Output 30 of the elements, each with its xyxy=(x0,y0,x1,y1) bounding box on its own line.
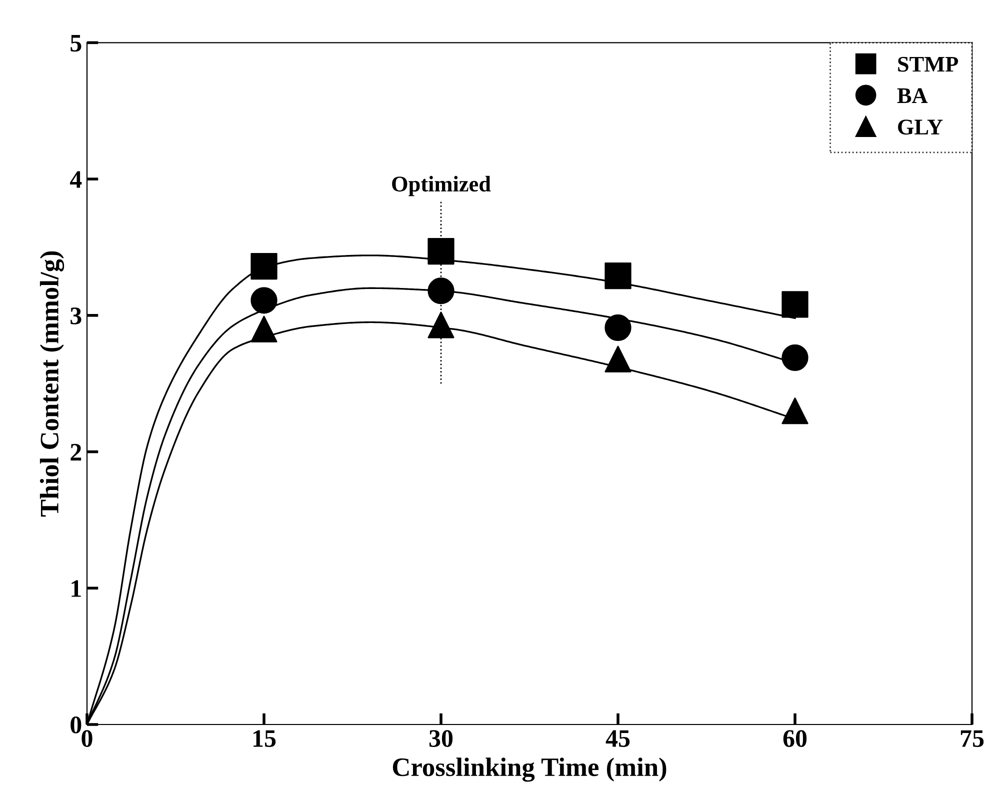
point xyxy=(250,316,278,342)
x-tick-label: 0 xyxy=(82,730,92,747)
y-tick-label: 5 xyxy=(70,34,82,52)
x-tick-label: 60 xyxy=(783,730,807,747)
x-tick-label: 30 xyxy=(429,730,453,747)
legend-label: GLY xyxy=(898,120,943,135)
point xyxy=(428,238,454,265)
y-tick-label: 2 xyxy=(70,444,82,460)
point xyxy=(782,398,808,424)
point xyxy=(604,314,632,341)
y-axis-title: Thiol Content (mmol/g) xyxy=(40,251,64,517)
point xyxy=(250,252,278,280)
y-tick-label: 4 xyxy=(70,171,82,188)
point xyxy=(604,262,632,290)
point xyxy=(250,287,278,314)
x-tick-label: 75 xyxy=(960,730,984,747)
legend-label: STMP xyxy=(898,56,958,72)
point xyxy=(428,278,454,304)
y-tick-label: 3 xyxy=(70,308,82,324)
y-tick-label: 0 xyxy=(70,716,82,734)
x-axis-title: Crosslinking Time (min) xyxy=(392,758,666,782)
x-tick-label: 45 xyxy=(606,730,630,747)
point xyxy=(782,291,808,318)
y-tick-label: 1 xyxy=(72,580,81,597)
point xyxy=(604,346,632,372)
ref-line-label: Optimized xyxy=(392,176,491,196)
point xyxy=(782,344,808,371)
point xyxy=(428,312,454,338)
x-tick-label: 15 xyxy=(254,730,276,747)
legend-label: BA xyxy=(897,88,928,104)
